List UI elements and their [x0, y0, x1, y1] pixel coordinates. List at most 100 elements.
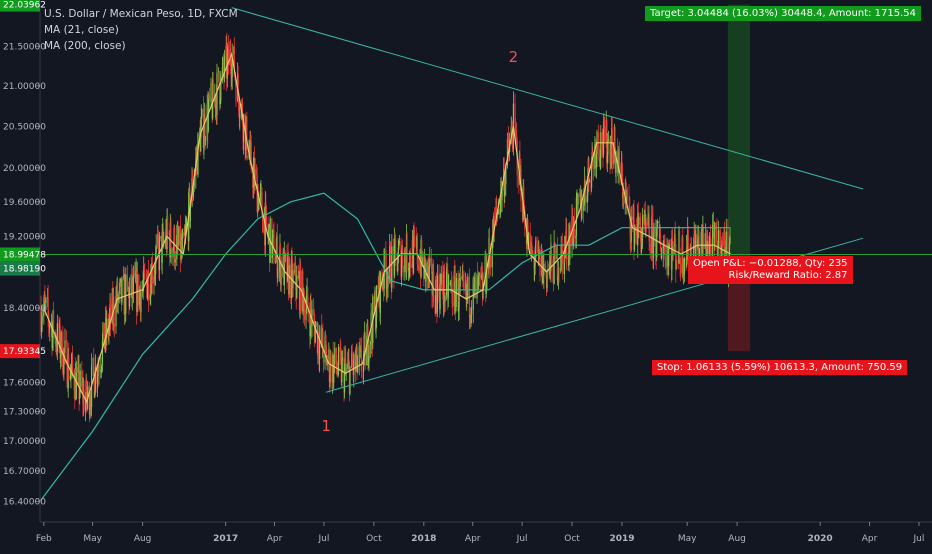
- candle-body: [260, 188, 263, 193]
- candle-body: [51, 328, 54, 349]
- candle-body: [512, 103, 515, 149]
- candle-body: [560, 269, 562, 271]
- candle-body: [322, 330, 324, 353]
- candle-body: [653, 227, 655, 236]
- candle-body: [516, 134, 518, 141]
- candle-body: [677, 262, 680, 264]
- candle-body: [641, 237, 643, 239]
- candle-body: [557, 277, 559, 281]
- candle-body: [567, 258, 569, 260]
- candle-body: [155, 244, 157, 253]
- candle-body: [408, 267, 410, 269]
- candle-body: [117, 281, 119, 302]
- candle-body: [577, 194, 579, 205]
- candle-body: [480, 272, 482, 279]
- candle-body: [170, 247, 172, 258]
- candle-body: [376, 285, 378, 318]
- candle-body: [514, 103, 516, 124]
- candle-body: [402, 266, 404, 273]
- candle-body: [153, 272, 156, 277]
- candle-body: [467, 276, 469, 298]
- x-tick-label: Apr: [465, 534, 481, 544]
- ma200-line[interactable]: [39, 192, 731, 502]
- candle-body: [212, 79, 214, 102]
- candle-body: [613, 147, 615, 165]
- candle-body: [87, 386, 89, 399]
- candle-body: [602, 120, 605, 155]
- candle-body: [353, 353, 355, 376]
- x-tick-label: Apr: [862, 534, 878, 544]
- candle-body: [75, 372, 77, 400]
- candle-body: [712, 224, 714, 262]
- candle-body: [630, 216, 632, 243]
- candle-body: [544, 263, 547, 272]
- candle-body: [504, 177, 506, 198]
- candle-body: [278, 259, 281, 269]
- candle-body: [246, 116, 248, 157]
- candle-body: [397, 262, 399, 272]
- candle-body: [506, 138, 509, 166]
- candle-body: [242, 114, 245, 142]
- candle-body: [275, 250, 277, 263]
- candle-body: [558, 268, 560, 271]
- candle-body: [448, 282, 450, 285]
- candle-body: [326, 359, 328, 366]
- candle-body: [656, 227, 658, 258]
- candle-body: [725, 231, 727, 256]
- candle-body: [633, 230, 636, 250]
- candle-body: [584, 179, 586, 190]
- legend-ma200[interactable]: MA (200, close): [44, 40, 126, 52]
- candle-body: [329, 375, 331, 382]
- candle-body: [663, 242, 665, 245]
- candle-body: [271, 237, 273, 258]
- candle-body: [159, 236, 161, 239]
- candle-body: [715, 223, 718, 231]
- candle-body: [645, 222, 648, 227]
- candle-body: [598, 131, 600, 149]
- candle-body: [600, 132, 602, 158]
- candle-body: [97, 366, 99, 377]
- candle-body: [108, 316, 111, 327]
- candle-body: [618, 148, 620, 166]
- candle-body: [556, 246, 558, 281]
- candle-body: [41, 316, 43, 322]
- y-tick-label: 17.60000: [3, 379, 46, 389]
- legend-ma21[interactable]: MA (21, close): [44, 24, 119, 36]
- candle-body: [461, 277, 463, 279]
- candle-body: [200, 127, 202, 152]
- candle-body: [607, 139, 610, 141]
- candle-body: [409, 251, 411, 264]
- candle-body: [85, 399, 87, 411]
- candle-body: [100, 369, 102, 372]
- candle-body: [416, 237, 418, 264]
- candle-body: [389, 245, 391, 272]
- candle-body: [621, 162, 623, 174]
- candle-body: [121, 278, 123, 303]
- chart-legend: U.S. Dollar / Mexican Peso, 1D, FXCM MA …: [44, 6, 238, 54]
- candle-body: [598, 148, 600, 162]
- candle-body: [185, 224, 188, 226]
- y-tick-label: 16.40000: [3, 497, 46, 507]
- candle-body: [238, 93, 240, 111]
- candle-body: [360, 347, 363, 372]
- x-tick-label: Aug: [728, 534, 746, 544]
- candle-body: [575, 197, 577, 236]
- candle-body: [400, 240, 402, 277]
- candle-body: [529, 232, 531, 237]
- candle-body: [109, 304, 112, 324]
- candle-body: [417, 265, 420, 272]
- candle-body: [370, 341, 372, 345]
- trendline-upper[interactable]: [231, 7, 864, 190]
- candle-body: [267, 233, 270, 238]
- candle-body: [60, 355, 62, 359]
- candle-body: [207, 107, 209, 131]
- candle-body: [588, 179, 591, 182]
- candle-body: [261, 216, 264, 233]
- candle-body: [474, 277, 477, 299]
- candle-body: [202, 109, 205, 148]
- candle-body: [223, 55, 226, 78]
- candle-body: [250, 139, 252, 142]
- candle-body: [530, 246, 532, 257]
- candle-body: [368, 344, 370, 362]
